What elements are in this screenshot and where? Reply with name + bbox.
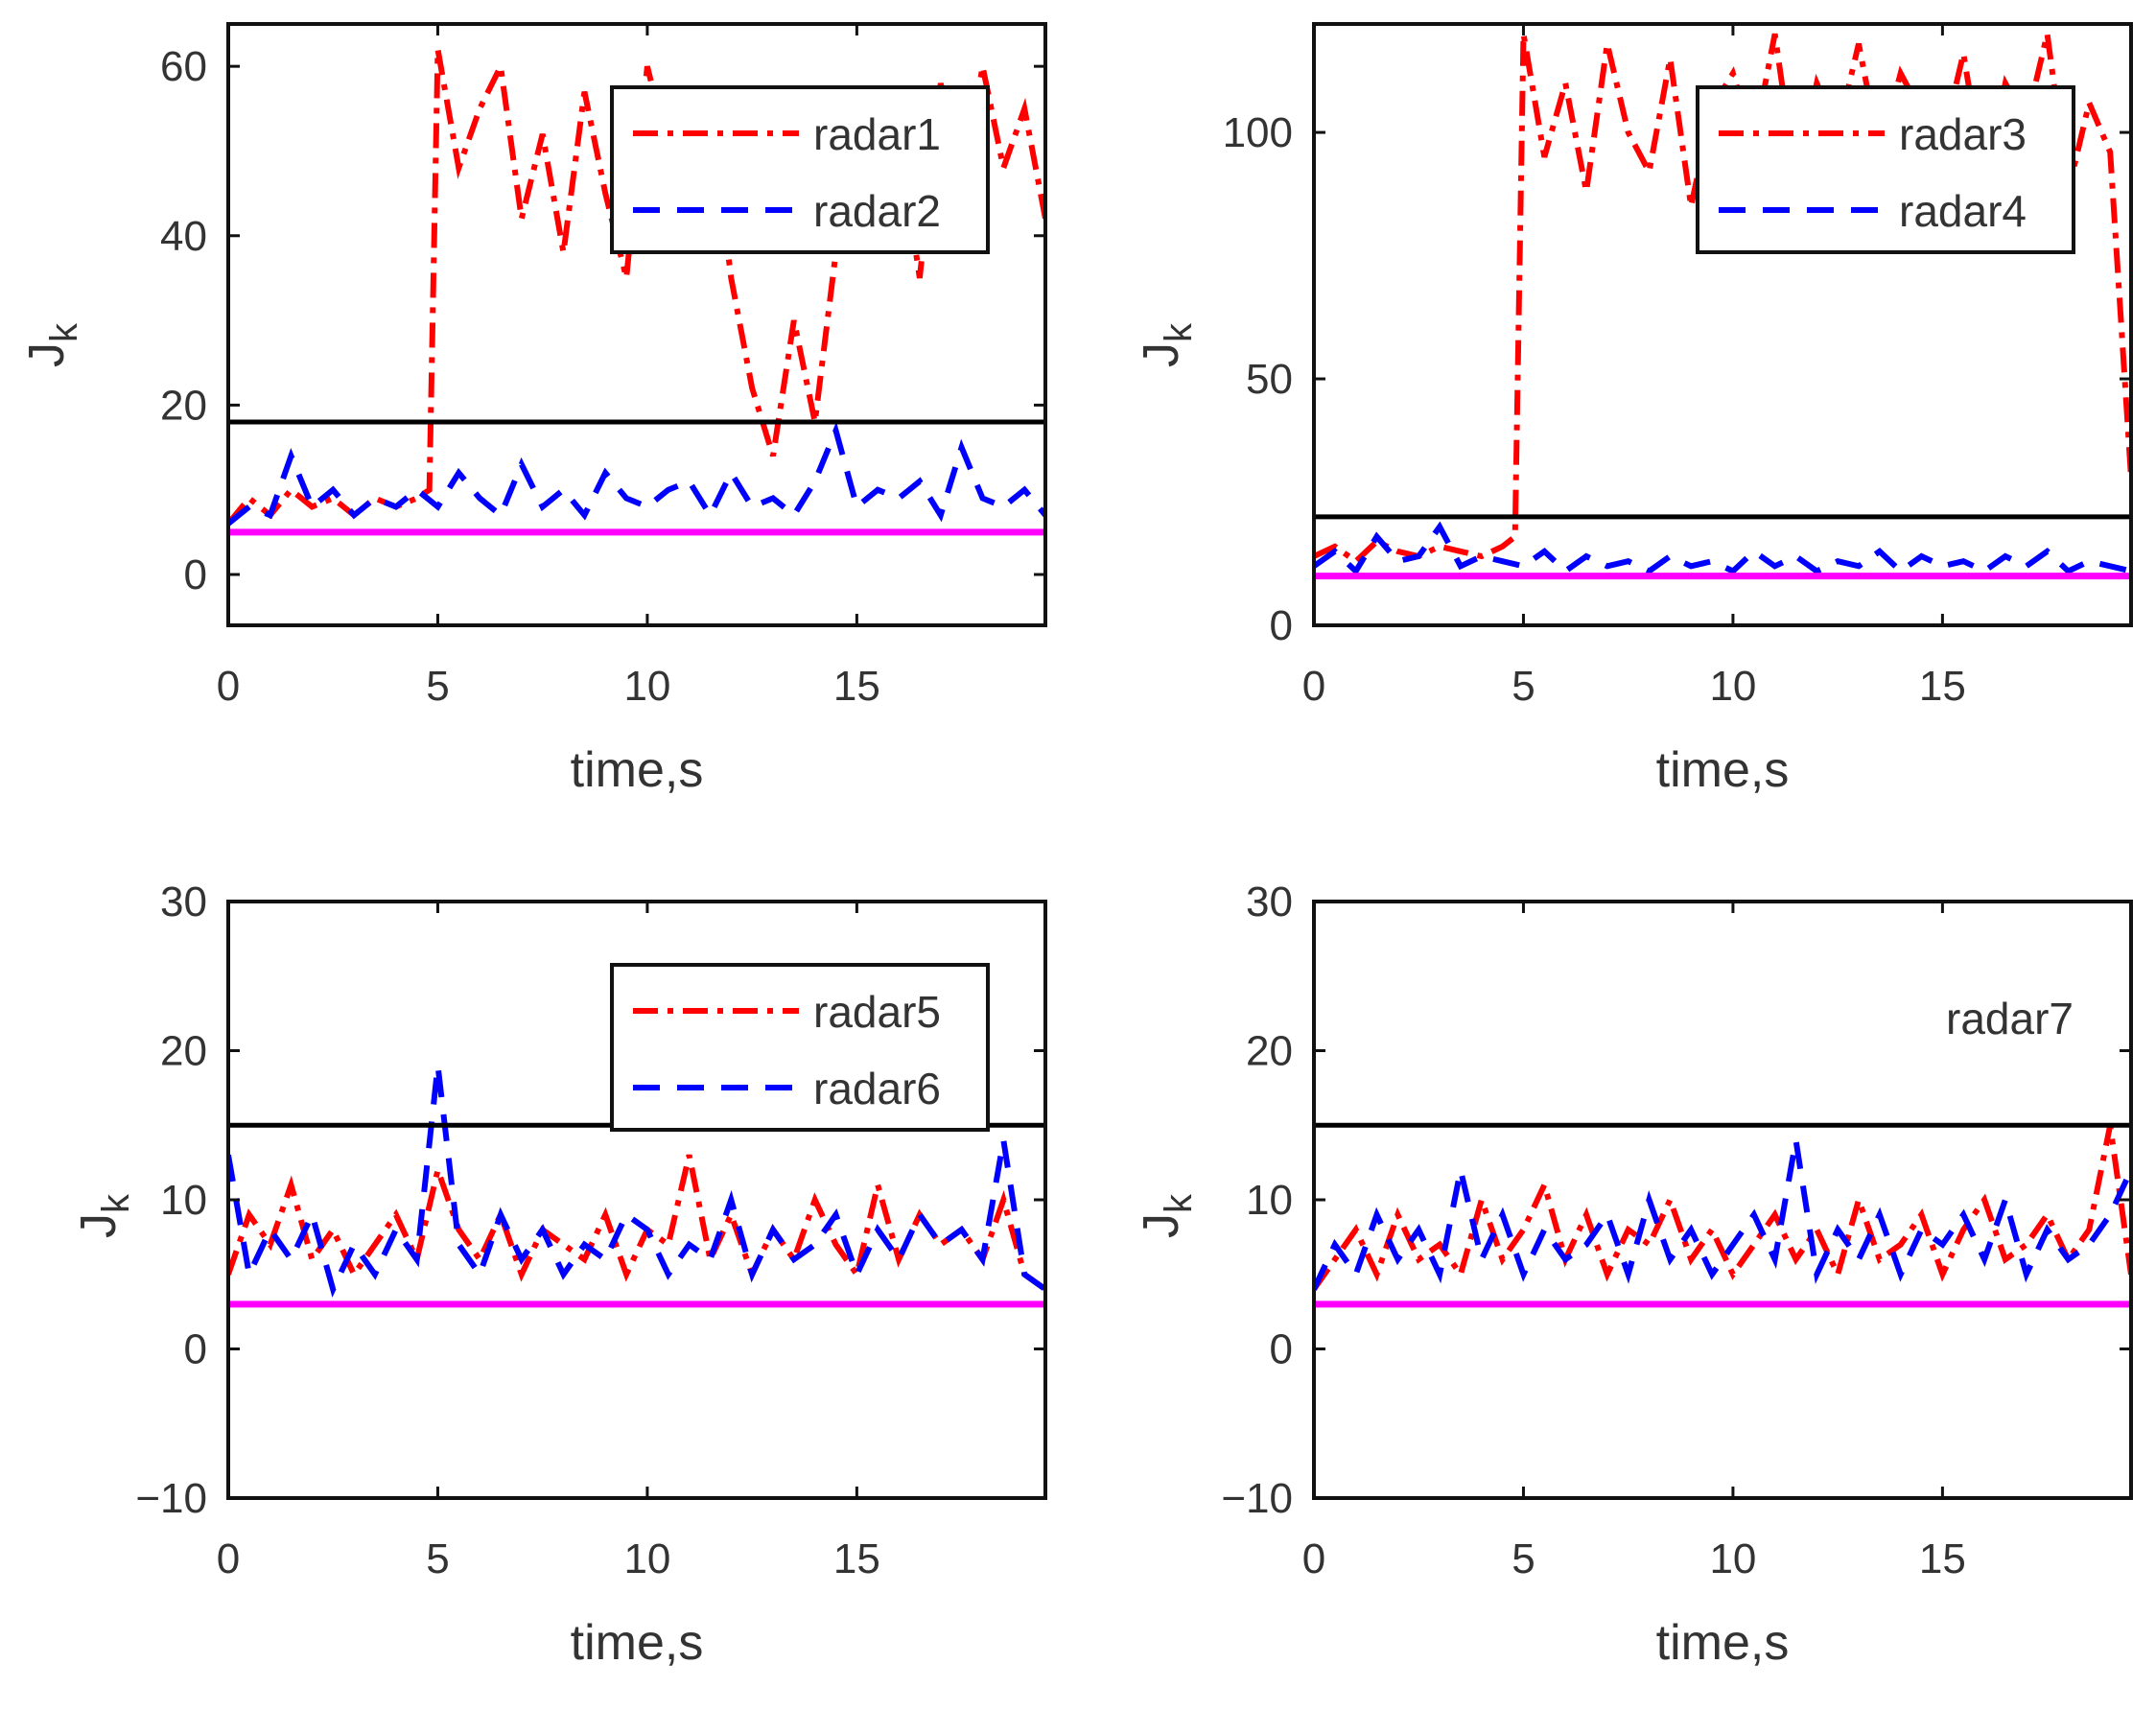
x-tick-label: 10 xyxy=(623,1535,670,1582)
x-tick-label: 5 xyxy=(1512,663,1535,710)
y-tick-label: 50 xyxy=(1246,356,1293,403)
x-axis-label: time,s xyxy=(571,1615,704,1671)
legend: radar1 radar2 xyxy=(610,85,990,254)
x-tick-label: 0 xyxy=(1302,663,1325,710)
y-tick-label: 10 xyxy=(1246,1177,1293,1224)
y-tick-label: 20 xyxy=(1246,1028,1293,1075)
y-tick-label: 60 xyxy=(160,43,207,90)
y-tick-label: −10 xyxy=(1221,1475,1293,1522)
panel-top-right: 0 5 10 15 0 50 100 time,s Jk radar3 radar4 xyxy=(1134,22,2133,798)
y-axis-label: Jk xyxy=(71,1193,137,1238)
y-tick-label: 30 xyxy=(1246,879,1293,926)
x-tick-label: 5 xyxy=(1512,1535,1535,1582)
legend-box xyxy=(610,85,990,254)
x-tick-label: 10 xyxy=(623,663,670,710)
y-tick-label: −10 xyxy=(135,1475,207,1522)
x-axis-label: time,s xyxy=(1656,742,1790,798)
legend: radar3 radar4 xyxy=(1696,85,2075,254)
series-line-radar7-b xyxy=(1314,1139,2131,1291)
plot-frame xyxy=(226,22,1047,627)
series-line-radar2 xyxy=(228,421,1045,527)
x-tick-label: 5 xyxy=(426,1535,449,1582)
y-tick-label: 40 xyxy=(160,213,207,260)
x-tick-label: 15 xyxy=(833,1535,880,1582)
y-axis-label: Jk xyxy=(1134,1193,1200,1238)
plot-frame xyxy=(1312,22,2133,627)
y-tick-label: 100 xyxy=(1223,109,1293,156)
legend-label-radar7: radar7 xyxy=(1946,994,2074,1043)
plot-frame xyxy=(1312,900,2133,1500)
legend-label-radar3: radar3 xyxy=(1899,109,2027,159)
y-axis-label: Jk xyxy=(1134,322,1200,367)
x-tick-label: 0 xyxy=(1302,1535,1325,1582)
legend: radar5 radar6 xyxy=(610,963,990,1132)
x-tick-label: 0 xyxy=(217,1535,240,1582)
panel-top-left: 0 5 10 15 0 20 40 60 time,s Jk radar1 radar2 xyxy=(19,22,1047,798)
legend-box xyxy=(1696,85,2075,254)
x-tick-label: 0 xyxy=(217,663,240,710)
y-axis-label: Jk xyxy=(19,322,85,367)
y-tick-label: 30 xyxy=(160,879,207,926)
legend-label-radar2: radar2 xyxy=(813,186,941,236)
x-axis-label: time,s xyxy=(1656,1615,1790,1671)
legend-label-radar6: radar6 xyxy=(813,1064,941,1113)
x-tick-label: 15 xyxy=(1919,1535,1966,1582)
y-tick-label: 0 xyxy=(1270,1326,1293,1373)
series-line-radar3 xyxy=(1314,33,2131,566)
y-tick-label: 0 xyxy=(184,1326,207,1373)
y-tick-label: 20 xyxy=(160,1028,207,1075)
x-tick-label: 15 xyxy=(1919,663,1966,710)
y-tick-label: 0 xyxy=(1270,602,1293,649)
series-line-radar6 xyxy=(228,1065,1045,1298)
y-tick-label: 0 xyxy=(184,551,207,598)
legend-label-radar5: radar5 xyxy=(813,987,941,1037)
y-tick-label: 20 xyxy=(160,382,207,429)
legend-box xyxy=(610,963,990,1132)
series-line-radar4 xyxy=(1314,521,2131,576)
y-tick-label: 10 xyxy=(160,1177,207,1224)
x-axis-label: time,s xyxy=(571,742,704,798)
legend-label-radar1: radar1 xyxy=(813,109,941,159)
x-tick-label: 10 xyxy=(1709,663,1756,710)
x-tick-label: 15 xyxy=(833,663,880,710)
legend-label-radar4: radar4 xyxy=(1899,186,2027,236)
series-line-radar7 xyxy=(1314,1124,2131,1292)
x-tick-label: 10 xyxy=(1709,1535,1756,1582)
x-tick-label: 5 xyxy=(426,663,449,710)
